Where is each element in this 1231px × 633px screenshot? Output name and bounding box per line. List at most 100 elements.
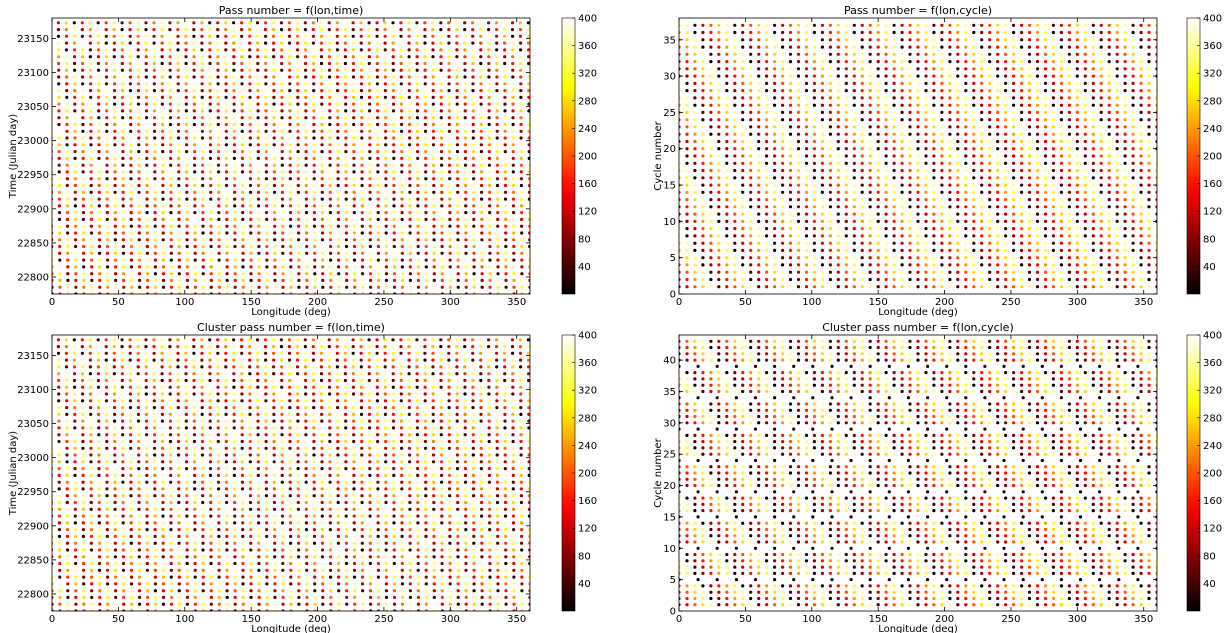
data-point [415,41,419,45]
data-point [399,34,403,38]
data-point [345,265,349,269]
data-point [487,129,491,133]
data-point [773,205,777,209]
data-point [749,38,753,42]
data-point [1139,190,1143,194]
data-point [527,150,530,154]
data-point [311,41,315,45]
data-point [113,224,117,228]
data-point [844,103,848,107]
data-point [368,177,372,181]
data-point [1091,147,1095,151]
data-point [876,227,880,231]
data-point [200,109,204,113]
data-point [104,82,109,86]
data-point [98,265,102,269]
data-point [240,48,244,52]
data-point [327,61,332,66]
data-point [233,272,237,276]
data-point [57,61,61,66]
data-point [352,136,356,140]
data-point [399,95,403,99]
data-point [256,82,260,86]
data-point [144,109,149,113]
data-point [432,251,436,255]
data-point [519,102,523,106]
data-point [828,241,833,245]
data-point [852,147,856,151]
data-point [765,270,769,274]
data-point [89,238,94,242]
data-point [128,68,132,72]
data-point [1027,241,1032,245]
data-point [1035,212,1040,216]
data-point [924,241,928,245]
data-point [289,251,293,255]
data-point [1043,205,1048,209]
data-point [996,227,1000,231]
data-point [408,224,412,228]
data-point [741,256,745,260]
data-point [948,183,952,187]
data-point [280,55,284,59]
data-point [407,122,412,127]
data-point [193,278,197,282]
data-point [480,278,484,282]
data-point [701,30,705,35]
data-point [368,258,373,262]
data-point [265,285,269,289]
x-tick-label: 350 [1134,297,1153,308]
data-point [964,161,968,165]
data-point [1115,161,1119,165]
data-point [138,278,142,282]
data-point [1067,89,1071,93]
data-point [1027,227,1032,231]
data-point [320,102,324,106]
data-point [81,89,85,93]
data-point [1075,263,1079,267]
data-point [1051,38,1055,42]
data-point [121,150,125,154]
data-point [224,122,228,127]
data-point [96,48,100,52]
data-point [1059,52,1063,56]
data-point [240,82,244,86]
data-point [757,263,761,267]
data-point [820,256,825,260]
data-point [956,161,960,165]
data-point [439,129,443,133]
data-point [321,251,325,255]
data-point [296,197,300,201]
data-point [201,224,205,228]
x-tick-label: 300 [1068,297,1087,308]
data-point [932,270,936,274]
data-point [487,61,491,66]
data-point [765,277,769,282]
data-point [828,168,833,173]
data-point [136,55,140,59]
data-point [281,231,285,235]
data-point [511,122,515,127]
data-point [447,116,451,120]
data-point [701,263,705,267]
data-point [932,81,936,85]
data-point [924,125,928,129]
data-point [757,67,761,71]
data-point [1139,45,1143,49]
data-point [105,183,109,188]
data-point [328,156,332,160]
data-point [693,277,697,282]
data-point [1099,154,1103,158]
data-point [924,212,928,216]
data-point [940,285,944,289]
data-point [733,285,737,289]
data-point [65,150,69,154]
data-point [376,129,380,133]
data-point [940,45,944,49]
data-point [488,278,492,282]
data-point [1075,74,1079,78]
data-point [455,150,460,154]
data-point [216,34,220,38]
data-point [908,263,912,267]
data-point [812,96,817,100]
